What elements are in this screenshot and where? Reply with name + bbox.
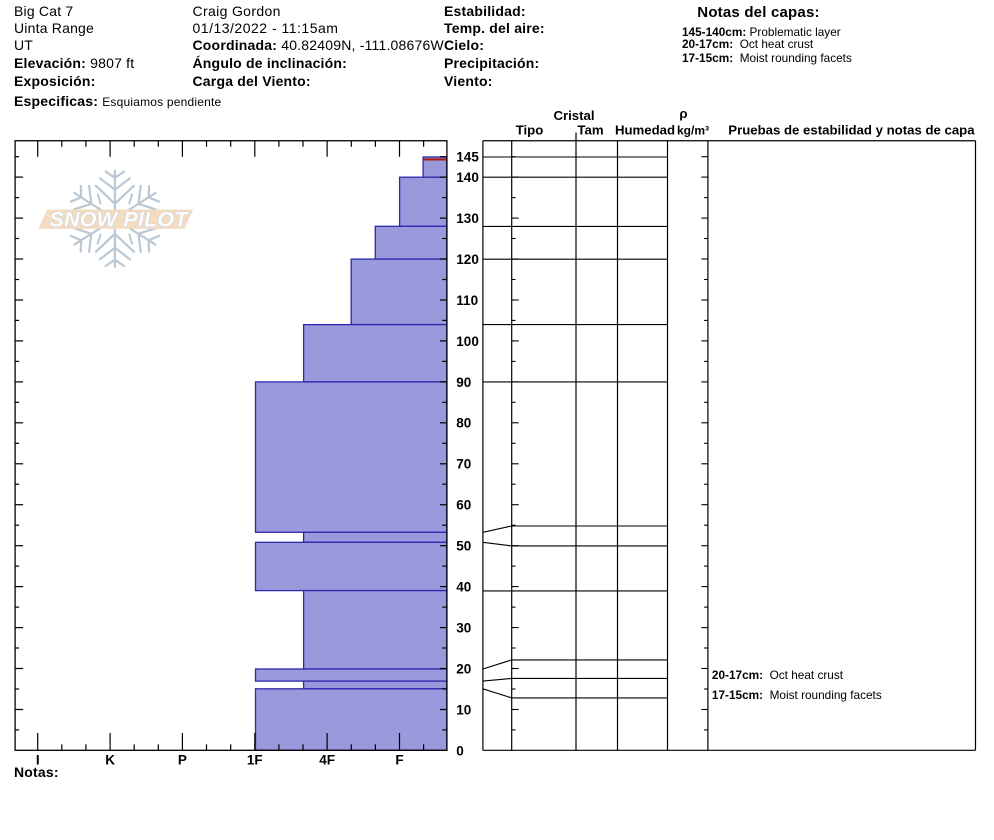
svg-text:K: K xyxy=(105,752,115,767)
svg-text:30: 30 xyxy=(456,621,471,636)
svg-text:20: 20 xyxy=(456,661,471,676)
svg-text:Pruebas de estabilidad y notas: Pruebas de estabilidad y notas de capa xyxy=(728,122,975,137)
svg-text:1F: 1F xyxy=(247,752,263,767)
svg-text:ρ: ρ xyxy=(679,106,687,121)
svg-text:70: 70 xyxy=(456,457,471,472)
svg-text:90: 90 xyxy=(456,375,471,390)
svg-text:Humedad: Humedad xyxy=(615,122,675,137)
svg-text:SNOW PILOT: SNOW PILOT xyxy=(50,207,190,231)
svg-text:10: 10 xyxy=(456,702,471,717)
svg-text:110: 110 xyxy=(456,293,478,308)
svg-text:140: 140 xyxy=(456,170,479,185)
svg-text:kg/m³: kg/m³ xyxy=(677,123,709,137)
svg-text:50: 50 xyxy=(456,539,471,554)
svg-text:Tipo: Tipo xyxy=(516,122,544,137)
svg-text:P: P xyxy=(178,752,187,767)
svg-text:4F: 4F xyxy=(319,752,335,767)
svg-text:40: 40 xyxy=(456,580,471,595)
svg-text:F: F xyxy=(395,752,403,767)
svg-text:Tam: Tam xyxy=(577,122,603,137)
svg-text:80: 80 xyxy=(456,416,471,431)
svg-text:0: 0 xyxy=(456,743,464,758)
svg-text:100: 100 xyxy=(456,334,479,349)
svg-text:Cristal: Cristal xyxy=(553,108,594,123)
svg-text:145: 145 xyxy=(456,150,479,165)
svg-text:60: 60 xyxy=(456,498,471,513)
svg-text:130: 130 xyxy=(456,211,479,226)
svg-text:I: I xyxy=(36,752,40,767)
svg-text:120: 120 xyxy=(456,252,479,267)
